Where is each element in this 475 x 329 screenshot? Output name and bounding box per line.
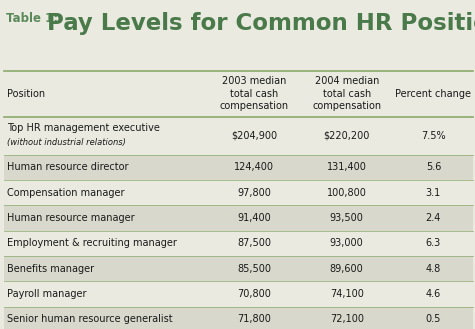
Text: 124,400: 124,400 xyxy=(234,162,274,172)
Text: Payroll manager: Payroll manager xyxy=(7,289,86,299)
Text: Human resource director: Human resource director xyxy=(7,162,129,172)
Text: 93,500: 93,500 xyxy=(330,213,364,223)
Text: 4.8: 4.8 xyxy=(426,264,441,274)
Text: Top HR management executive: Top HR management executive xyxy=(7,123,160,133)
FancyBboxPatch shape xyxy=(4,231,473,256)
Text: 72,100: 72,100 xyxy=(330,314,364,324)
Text: 100,800: 100,800 xyxy=(327,188,367,198)
Text: Pay Levels for Common HR Positions: Pay Levels for Common HR Positions xyxy=(48,12,475,35)
Text: 97,800: 97,800 xyxy=(237,188,271,198)
Text: 91,400: 91,400 xyxy=(237,213,271,223)
Text: 7.5%: 7.5% xyxy=(421,131,446,141)
Text: Employment & recruiting manager: Employment & recruiting manager xyxy=(7,238,177,248)
Text: 71,800: 71,800 xyxy=(237,314,271,324)
Text: 93,000: 93,000 xyxy=(330,238,364,248)
FancyBboxPatch shape xyxy=(4,281,473,307)
Text: $204,900: $204,900 xyxy=(231,131,277,141)
FancyBboxPatch shape xyxy=(4,117,473,155)
Text: 4.6: 4.6 xyxy=(426,289,441,299)
FancyBboxPatch shape xyxy=(4,256,473,281)
Text: Table 1:: Table 1: xyxy=(6,12,62,25)
Text: 89,600: 89,600 xyxy=(330,264,364,274)
Text: Position: Position xyxy=(7,89,45,99)
Text: 85,500: 85,500 xyxy=(237,264,271,274)
Text: 70,800: 70,800 xyxy=(237,289,271,299)
FancyBboxPatch shape xyxy=(4,205,473,231)
FancyBboxPatch shape xyxy=(4,155,473,180)
Text: Senior human resource generalist: Senior human resource generalist xyxy=(7,314,173,324)
Text: 2003 median
total cash
compensation: 2003 median total cash compensation xyxy=(219,76,289,111)
Text: Compensation manager: Compensation manager xyxy=(7,188,124,198)
Text: $220,200: $220,200 xyxy=(323,131,370,141)
Text: 3.1: 3.1 xyxy=(426,188,441,198)
Text: 87,500: 87,500 xyxy=(237,238,271,248)
Text: (without industrial relations): (without industrial relations) xyxy=(7,138,126,147)
Text: 6.3: 6.3 xyxy=(426,238,441,248)
Text: Percent change: Percent change xyxy=(395,89,471,99)
Text: 2.4: 2.4 xyxy=(426,213,441,223)
Text: Benefits manager: Benefits manager xyxy=(7,264,94,274)
Text: 74,100: 74,100 xyxy=(330,289,364,299)
Text: 5.6: 5.6 xyxy=(426,162,441,172)
Text: 2004 median
total cash
compensation: 2004 median total cash compensation xyxy=(312,76,381,111)
Text: Human resource manager: Human resource manager xyxy=(7,213,135,223)
Text: 0.5: 0.5 xyxy=(426,314,441,324)
Text: 131,400: 131,400 xyxy=(327,162,367,172)
FancyBboxPatch shape xyxy=(4,180,473,205)
FancyBboxPatch shape xyxy=(4,307,473,329)
